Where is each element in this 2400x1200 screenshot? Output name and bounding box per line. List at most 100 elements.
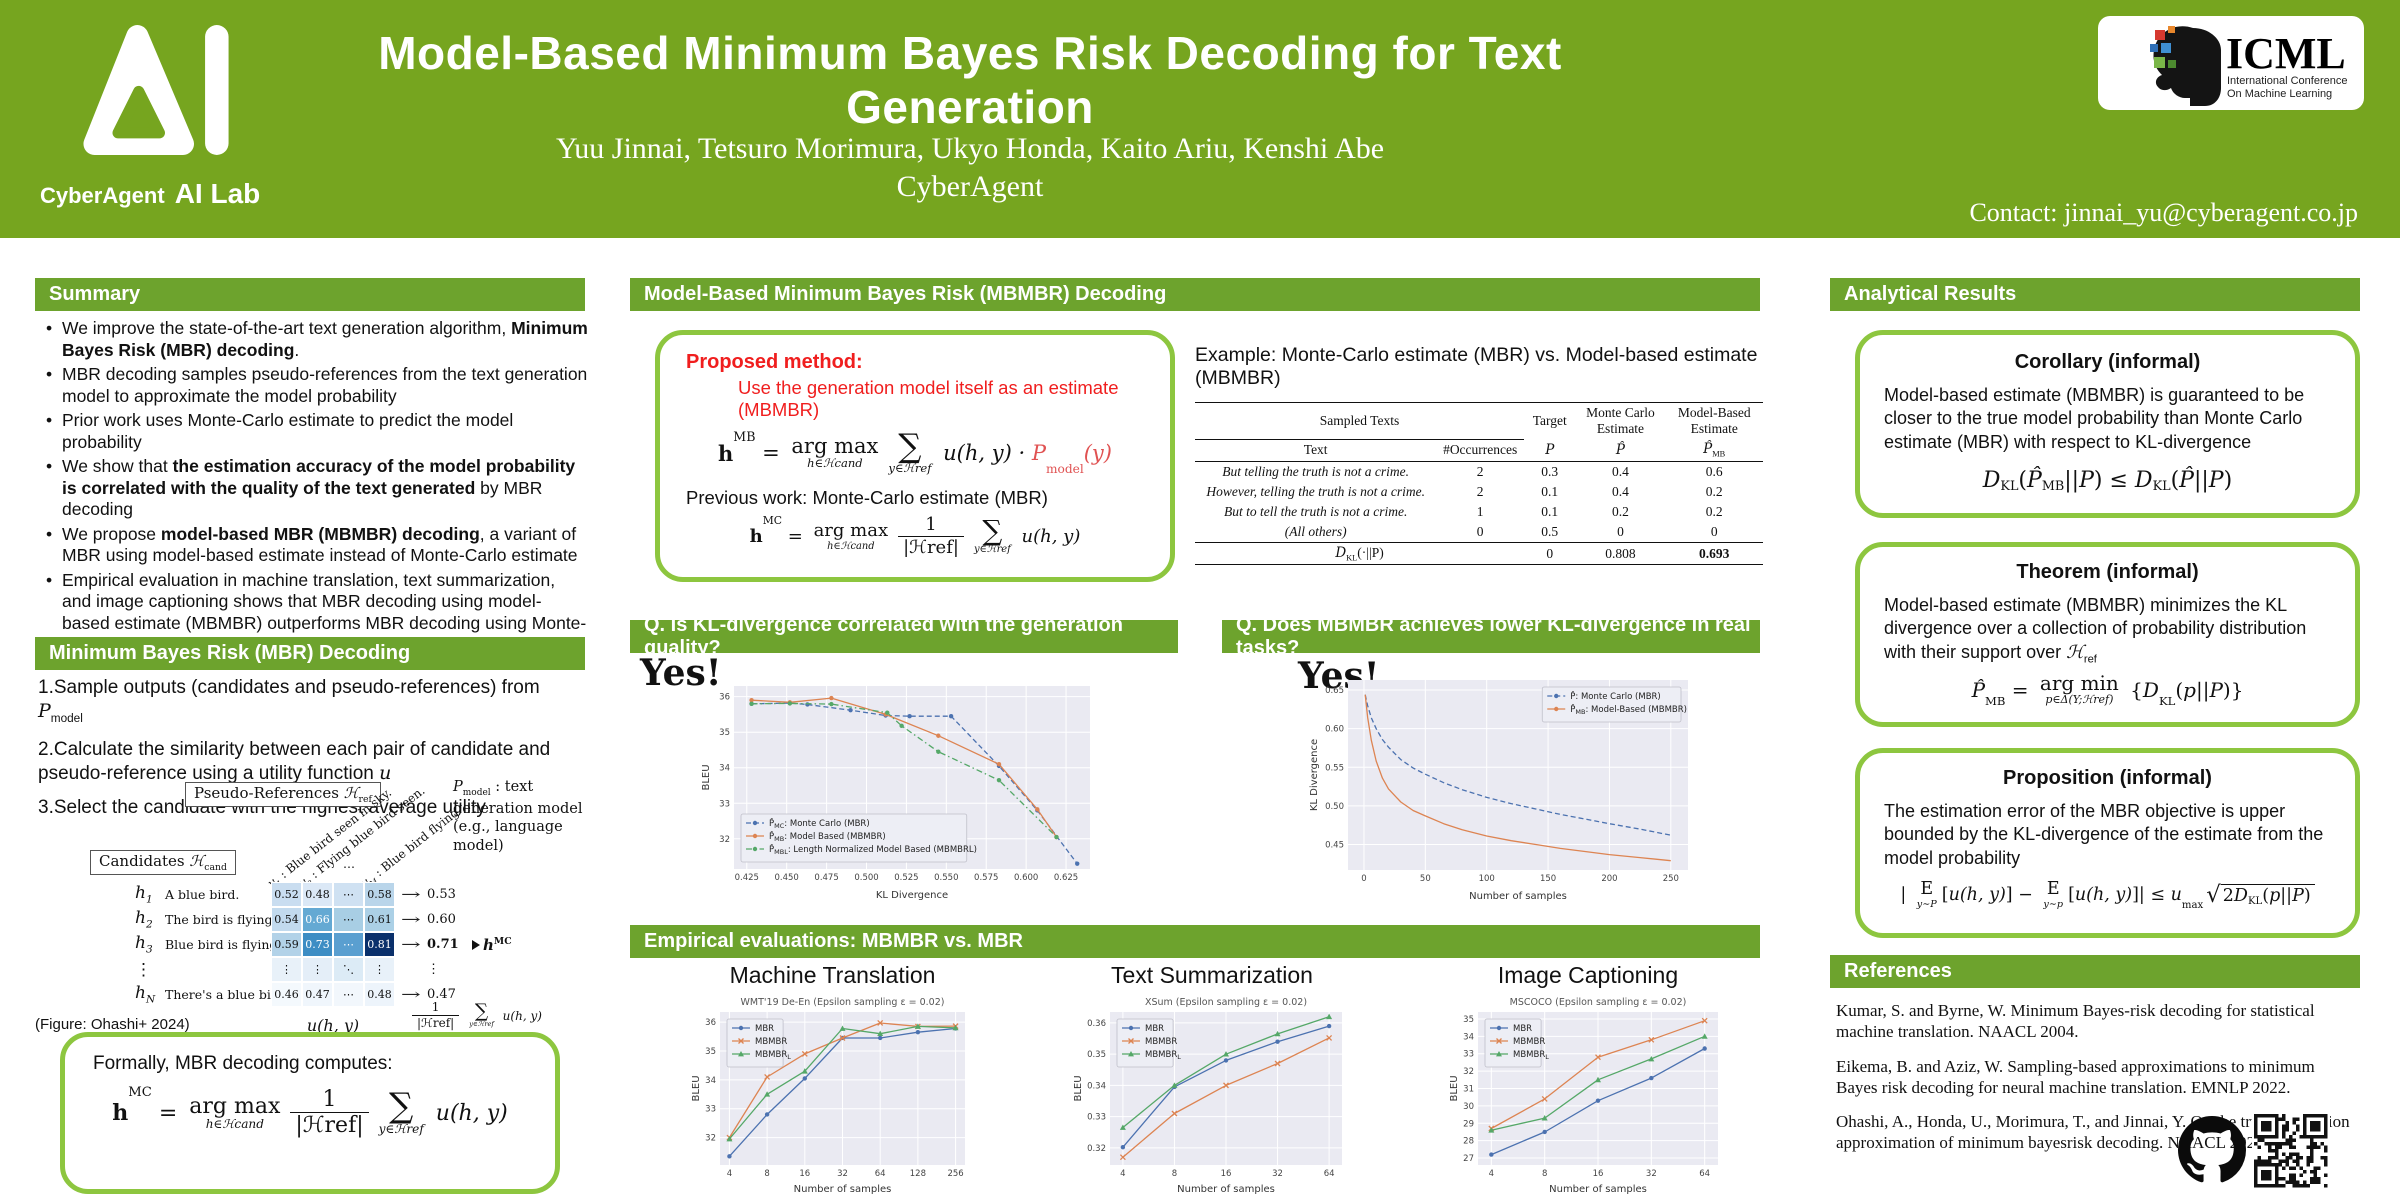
svg-text:0.32: 0.32 — [1087, 1144, 1106, 1154]
contact-email: Contact: jinnai_yu@cyberagent.co.jp — [1969, 198, 2358, 227]
svg-text:31: 31 — [1463, 1085, 1474, 1095]
table-cell: 0.1 — [1541, 483, 1559, 499]
svg-text:MBR: MBR — [1145, 1024, 1164, 1034]
section-empirical-title: Empirical evaluations: MBMBR vs. MBR — [644, 930, 1023, 952]
table-subheader-row: Text #Occurrences P P̂ P̂MB — [1195, 439, 1763, 462]
qr-code — [2252, 1112, 2330, 1190]
svg-text:P̂MB: Model-Based (MBMBR): P̂MB: Model-Based (MBMBR) — [1570, 703, 1687, 716]
reference-item: Eikema, B. and Aziz, W. Sampling-based a… — [1836, 1056, 2315, 1097]
section-references-header: References — [1830, 955, 2360, 988]
section-q1-header: Q. Is KL-divergence correlated with the … — [630, 614, 1178, 659]
utility-label: u(h, y) — [306, 1016, 360, 1035]
summary-bullet: We show that the estimation accuracy of … — [40, 456, 588, 521]
arrow-icon: → — [401, 986, 421, 1003]
svg-text:MBR: MBR — [1513, 1024, 1532, 1034]
svg-text:BLEU: BLEU — [691, 1075, 702, 1101]
poster-authors: Yuu Jinnai, Tetsuro Morimura, Ukyo Honda… — [555, 132, 1385, 165]
table-cell: 0.4 — [1612, 463, 1629, 479]
section-empirical-header: Empirical evaluations: MBMBR vs. MBR — [630, 925, 1760, 958]
svg-text:P̂: Monte Carlo (MBR): P̂: Monte Carlo (MBR) — [1570, 690, 1661, 702]
reference-item: Kumar, S. and Byrne, W. Minimum Bayes-ri… — [1836, 1001, 2315, 1042]
table-cell: 2 — [1476, 463, 1484, 479]
svg-text:100: 100 — [1479, 874, 1495, 884]
table-cell: (All others) — [1284, 523, 1347, 539]
matrix-cell: 0.66 — [302, 907, 333, 932]
mbr-formula-2: h MC = arg max h∈ℋcand 1 |ℋref| ∑ y∈ℋref u(h, … — [749, 513, 1081, 558]
table-subheader: #Occurrences — [1443, 442, 1518, 458]
svg-text:32: 32 — [1646, 1169, 1657, 1179]
svg-text:28: 28 — [1463, 1137, 1474, 1147]
svg-text:34: 34 — [705, 1076, 716, 1086]
summary-bullet: MBR decoding samples pseudo-references f… — [40, 364, 588, 407]
matrix-cell: 0.81 — [364, 932, 395, 957]
svg-text:4: 4 — [727, 1169, 732, 1179]
svg-text:International Conference: International Conference — [2227, 75, 2347, 87]
summary-bullet: Empirical evaluation in machine translat… — [40, 570, 588, 656]
section-mbr-header: Minimum Bayes Risk (MBR) Decoding — [35, 637, 585, 670]
svg-text:35: 35 — [1463, 1015, 1474, 1025]
candidate-id: hN — [135, 983, 156, 1006]
table-cell: 0 — [1476, 523, 1484, 539]
table-cell: 0 — [1617, 523, 1624, 539]
svg-text:MBMBR: MBMBR — [1145, 1037, 1177, 1047]
table-cell: But telling the truth is not a crime. — [1222, 463, 1410, 479]
svg-text:256: 256 — [947, 1169, 963, 1179]
arrow-icon: → — [401, 911, 421, 928]
svg-text:64: 64 — [1324, 1169, 1335, 1179]
chart-title-ts: Text Summarization — [1111, 962, 1313, 988]
svg-text:8: 8 — [764, 1169, 769, 1179]
matrix-cell: 0.47 — [302, 982, 333, 1007]
matrix-row: ⋮ ⋮ ⋮ ⋱ ⋮ ⋮ — [35, 957, 587, 982]
svg-text:16: 16 — [1593, 1169, 1604, 1179]
chart-text-summarization: 4 8 16 32 64 0.32 0.33 0.34 0.35 0.36 XSum (Epsilo… — [1073, 997, 1342, 1195]
svg-text:XSum (Epsilon sampling ε = 0.0: XSum (Epsilon sampling ε = 0.02) — [1145, 997, 1307, 1008]
logo-company: CyberAgent — [40, 183, 165, 208]
svg-text:MBMBR: MBMBR — [1513, 1037, 1545, 1047]
svg-text:250: 250 — [1663, 874, 1679, 884]
svg-text:33: 33 — [719, 799, 730, 809]
mbr-formula-box: Formally, MBR decoding computes: h MC = a… — [60, 1032, 560, 1194]
matrix-cell: 0.48 — [364, 982, 395, 1007]
candidate-id: h1 — [135, 883, 153, 906]
table-subheader: P̂ — [1615, 441, 1625, 458]
table-cell: 0.808 — [1605, 545, 1636, 561]
example-table-title: Example: Monte-Carlo estimate (MBR) vs. … — [1195, 344, 1758, 389]
svg-text:Number of samples: Number of samples — [1549, 1184, 1647, 1195]
chart-kl-vs-samples: 0 50 100 150 200 250 0.45 0.50 0.55 0.60 0.65 Numbe… — [1309, 680, 1688, 902]
summary-bullet: We propose model-based MBR (MBMBR) decod… — [40, 524, 588, 567]
matrix-cell: 0.48 — [302, 882, 333, 907]
table-subheader: P̂MB — [1703, 441, 1726, 459]
svg-text:0.35: 0.35 — [1087, 1050, 1106, 1060]
chart-machine-translation: 4 8 16 32 64 128 256 32 33 34 35 36 WMT'19 De-En (Ep… — [691, 997, 965, 1195]
matrix-cell: ⋯ — [333, 907, 364, 932]
chart-title-ic: Image Captioning — [1497, 962, 1679, 988]
section-references-title: References — [1844, 960, 1952, 982]
cyberagent-logo-text: CyberAgent AI Lab — [40, 178, 260, 210]
example-table-block: Example: Monte-Carlo estimate (MBR) vs. … — [1195, 344, 1763, 565]
icml-logo: ICML International Conference On Machine… — [2098, 16, 2364, 110]
matrix-cell: 0.58 — [364, 882, 395, 907]
table-group-header: Sampled Texts — [1195, 402, 1525, 440]
figure-caption: (Figure: Ohashi+ 2024) — [35, 1016, 190, 1033]
table-group-header-row: Sampled Texts Target Monte Carlo Estimate M… — [1195, 402, 1763, 440]
table-subheader: Text — [1303, 442, 1328, 458]
table-cell: 0.2 — [1705, 503, 1723, 519]
candidate-text: A blue bird. — [165, 887, 240, 902]
svg-text:4: 4 — [1489, 1169, 1494, 1179]
svg-text:On Machine Learning: On Machine Learning — [2227, 88, 2332, 100]
candidate-text: Blue bird is flying. — [165, 937, 282, 952]
table-cell: 2 — [1476, 483, 1484, 499]
svg-text:29: 29 — [1463, 1119, 1474, 1129]
section-mbmbr-header: Model-Based Minimum Bayes Risk (MBMBR) D… — [630, 278, 1760, 311]
section-mbmbr-title: Model-Based Minimum Bayes Risk (MBMBR) D… — [644, 283, 1167, 305]
table-row: However, telling the truth is not a crim… — [1195, 482, 1763, 502]
svg-text:ICML: ICML — [2226, 29, 2346, 78]
corollary-formula: D KL(P̂ MB || P) ≤ D KL(P̂ || P) — [1982, 468, 2233, 495]
svg-text:32: 32 — [1272, 1169, 1283, 1179]
summary-list: We improve the state-of-the-art text gen… — [40, 318, 588, 659]
q1-answer: Yes! — [640, 652, 722, 694]
table-cell: 0.2 — [1612, 503, 1629, 519]
svg-text:35: 35 — [719, 728, 730, 738]
matrix-cell: 0.59 — [271, 932, 302, 957]
